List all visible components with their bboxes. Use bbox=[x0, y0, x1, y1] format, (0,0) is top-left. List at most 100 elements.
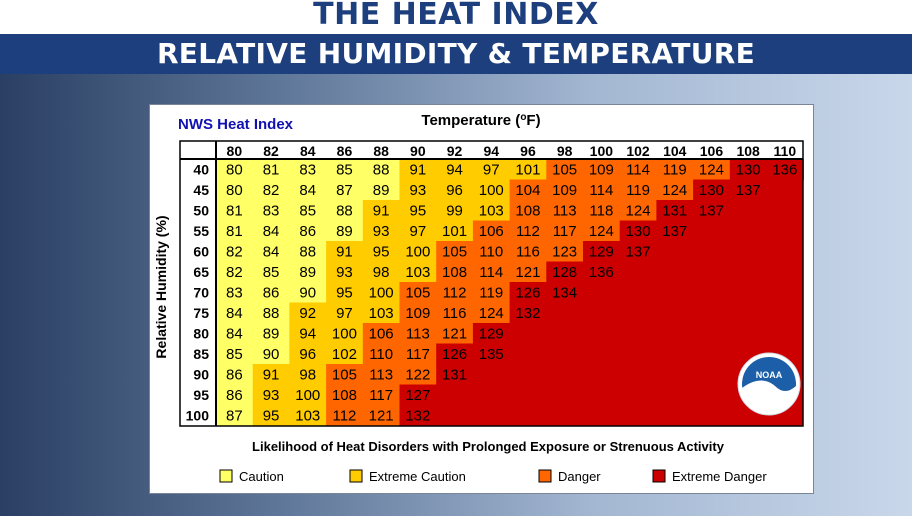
heat-cell bbox=[509, 261, 547, 283]
legend-swatch bbox=[349, 469, 363, 483]
heat-cell-value: 86 bbox=[299, 223, 316, 240]
heat-cell-value: 132 bbox=[515, 305, 540, 322]
heat-cell-value: 124 bbox=[589, 223, 614, 240]
heat-index-card: NWS Heat Index Temperature (oF) Relative… bbox=[149, 104, 814, 494]
heat-cell bbox=[693, 179, 731, 201]
heat-cell bbox=[546, 220, 584, 242]
heat-cell bbox=[436, 302, 474, 324]
heat-cell bbox=[252, 282, 290, 304]
heat-cell-value: 108 bbox=[515, 203, 540, 220]
heat-cell-value: 81 bbox=[226, 223, 243, 240]
heat-cell-value: 100 bbox=[479, 182, 504, 199]
heat-cell-value: 126 bbox=[442, 346, 467, 363]
subtitle-band bbox=[0, 34, 912, 74]
heat-cell bbox=[289, 282, 327, 304]
heat-index-chart: NWS Heat Index Temperature (oF) Relative… bbox=[153, 112, 804, 484]
heat-cell-value: 86 bbox=[226, 367, 243, 384]
heat-cell-value: 81 bbox=[263, 162, 280, 179]
heat-cell bbox=[326, 159, 364, 181]
heat-cell bbox=[509, 302, 547, 324]
y-tick-label: 45 bbox=[193, 182, 209, 198]
heat-cell bbox=[362, 282, 401, 304]
heat-cell-value: 91 bbox=[336, 244, 353, 261]
page-title: THE HEAT INDEX bbox=[313, 0, 599, 32]
heat-cell-value: 119 bbox=[663, 162, 687, 179]
heat-cell-value: 94 bbox=[299, 326, 316, 343]
heat-cell-value: 82 bbox=[226, 264, 243, 281]
heat-cell-value: 136 bbox=[772, 162, 797, 179]
heat-cell-value: 82 bbox=[226, 244, 243, 261]
heat-cell-value: 117 bbox=[553, 223, 577, 240]
heat-cell-value: 122 bbox=[405, 367, 430, 384]
heat-cell-value: 130 bbox=[626, 223, 651, 240]
heat-cell bbox=[216, 364, 254, 386]
heat-cell bbox=[289, 405, 327, 427]
heat-cell bbox=[399, 179, 437, 201]
heat-cell bbox=[326, 282, 364, 304]
x-axis-unit: F) bbox=[526, 112, 540, 129]
noaa-logo-text: NOAA bbox=[756, 370, 783, 380]
heat-cell bbox=[252, 241, 290, 263]
heat-cell bbox=[729, 159, 768, 181]
heat-cell bbox=[362, 200, 401, 222]
heat-cell bbox=[362, 343, 401, 365]
heat-cell-value: 118 bbox=[589, 203, 613, 220]
heat-cell-value: 103 bbox=[295, 408, 320, 425]
heat-cell bbox=[289, 323, 327, 345]
heat-cell bbox=[216, 302, 254, 324]
heat-cell bbox=[399, 261, 437, 283]
heat-cell-value: 132 bbox=[405, 408, 430, 425]
heat-cell bbox=[583, 179, 621, 201]
heat-cell-value: 108 bbox=[442, 264, 467, 281]
heat-cell bbox=[362, 220, 401, 242]
heat-cell bbox=[289, 261, 327, 283]
heat-cell bbox=[693, 200, 731, 222]
heat-cell bbox=[619, 241, 657, 263]
heat-cell-value: 126 bbox=[515, 285, 540, 302]
heat-cell bbox=[619, 179, 657, 201]
heat-cell bbox=[472, 241, 511, 263]
heat-cell bbox=[216, 405, 254, 427]
heat-cell-value: 97 bbox=[483, 162, 500, 179]
heat-cell-value: 134 bbox=[552, 285, 577, 302]
heat-cell-value: 98 bbox=[299, 367, 316, 384]
heat-cell bbox=[216, 384, 254, 406]
heat-cell bbox=[436, 241, 474, 263]
heat-cell-value: 80 bbox=[226, 182, 243, 199]
heat-cell-value: 116 bbox=[443, 305, 467, 322]
heat-cell-value: 105 bbox=[332, 367, 357, 384]
heat-cell-value: 84 bbox=[263, 244, 280, 261]
heat-cell bbox=[583, 159, 621, 181]
heat-cell bbox=[472, 343, 511, 365]
heat-cell bbox=[436, 343, 474, 365]
heat-cell bbox=[289, 343, 327, 365]
y-tick-label: 95 bbox=[193, 387, 209, 403]
x-tick-label: 104 bbox=[663, 143, 687, 159]
heat-cell bbox=[436, 323, 474, 345]
heat-cell-value: 135 bbox=[479, 346, 504, 363]
heat-cell-value: 101 bbox=[515, 162, 540, 179]
heat-cell bbox=[362, 302, 401, 324]
heat-cell-value: 113 bbox=[369, 367, 393, 384]
heat-cell bbox=[509, 241, 547, 263]
heat-cell-value: 108 bbox=[332, 387, 357, 404]
heat-cell-value: 89 bbox=[373, 182, 390, 199]
heat-cell-value: 95 bbox=[373, 244, 390, 261]
heat-cell bbox=[326, 302, 364, 324]
heat-cell-value: 99 bbox=[446, 203, 463, 220]
heat-cell bbox=[289, 241, 327, 263]
x-tick-label: 102 bbox=[626, 143, 650, 159]
heat-cell bbox=[216, 220, 254, 242]
legend-swatch bbox=[652, 469, 666, 483]
heat-cell bbox=[546, 179, 584, 201]
heat-cell-value: 95 bbox=[410, 203, 427, 220]
heat-cell-value: 131 bbox=[662, 203, 687, 220]
heat-cell-value: 85 bbox=[226, 346, 243, 363]
heat-cell-value: 95 bbox=[336, 285, 353, 302]
heat-cell-value: 124 bbox=[626, 203, 651, 220]
x-tick-label: 80 bbox=[227, 143, 243, 159]
heat-cell bbox=[216, 261, 254, 283]
heat-cell-value: 85 bbox=[336, 162, 353, 179]
heat-cell bbox=[252, 159, 290, 181]
heat-cell bbox=[509, 179, 547, 201]
